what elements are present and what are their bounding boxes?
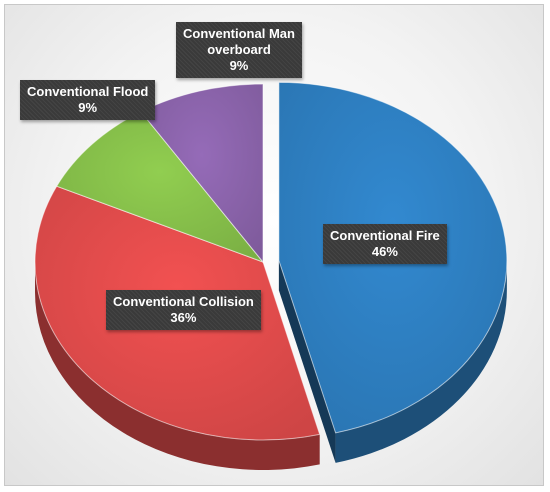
- slice-side-conventional-fire: [278, 260, 507, 463]
- data-label-conventional-collision: Conventional Collision 36%: [106, 290, 261, 330]
- label-line: Conventional Flood: [27, 84, 149, 99]
- slice-side-conventional-collision: [35, 262, 320, 470]
- label-value: 36%: [170, 310, 197, 325]
- slice-cut-face-conventional-fire-1: [278, 260, 336, 463]
- slice-rim-conventional-collision: [35, 262, 320, 470]
- label-value: 9%: [229, 58, 249, 73]
- label-line: Conventional Fire: [330, 228, 440, 243]
- data-label-conventional-fire: Conventional Fire 46%: [323, 224, 447, 264]
- label-line: overboard: [207, 42, 271, 57]
- label-line: Conventional Man: [183, 26, 295, 41]
- slice-rim-conventional-fire: [335, 260, 507, 463]
- data-label-conventional-man-overboard: Conventional Man overboard 9%: [176, 22, 302, 78]
- label-value: 46%: [371, 244, 398, 259]
- data-label-conventional-flood: Conventional Flood 9%: [20, 80, 156, 120]
- label-line: Conventional Collision: [113, 294, 254, 309]
- label-value: 9%: [78, 100, 98, 115]
